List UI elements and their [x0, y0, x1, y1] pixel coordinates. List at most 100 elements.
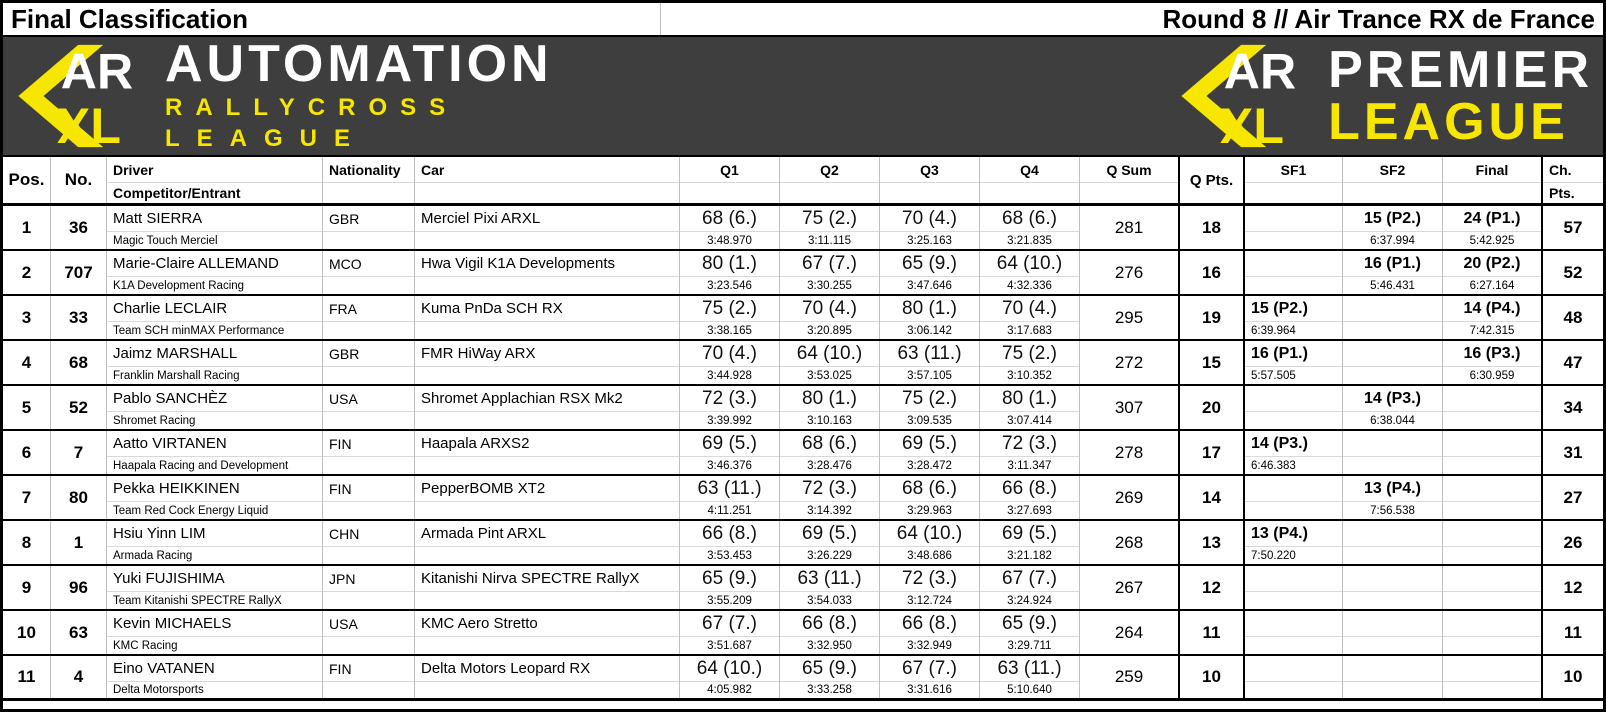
car-name: KMC Aero Stretto: [415, 611, 679, 637]
header-nationality: Nationality: [323, 157, 415, 203]
sf1-time: 5:57.505: [1251, 369, 1296, 382]
sf1-result: 16 (P1.): [1245, 341, 1342, 367]
q1-cell: 66 (8.) 3:53.453: [680, 521, 780, 564]
q1-points: 68 (6.): [680, 206, 779, 232]
q3-points: 67 (7.): [880, 656, 979, 682]
championship-points-cell: 48: [1563, 307, 1583, 327]
final-cell: 20 (P2.) 6:27.164: [1443, 251, 1543, 294]
q2-time: 3:33.258: [807, 684, 852, 696]
q2-points: 69 (5.): [780, 521, 879, 547]
q3-points: 65 (9.): [880, 251, 979, 277]
q2-cell: 75 (2.) 3:11.115: [780, 206, 880, 249]
q4-time: 3:11.347: [1007, 459, 1052, 472]
q3-points: 69 (5.): [880, 431, 979, 457]
qpts-cell: 11: [1180, 611, 1245, 654]
q2-time: 3:32.950: [807, 639, 852, 652]
sf2-time: 6:37.994: [1370, 234, 1415, 247]
pos-cell: 7: [3, 476, 51, 519]
final-cell: [1443, 566, 1543, 609]
car-cell: Merciel Pixi ARXL: [415, 206, 680, 249]
sf2-cell: [1343, 296, 1443, 339]
car-cell: Kitanishi Nirva SPECTRE RallyX: [415, 566, 680, 609]
nationality-cell: FIN: [323, 476, 415, 519]
qpts-cell: 17: [1180, 431, 1245, 474]
sf1-cell: [1245, 476, 1343, 519]
sf1-time: 6:46.383: [1251, 459, 1296, 472]
q1-points: 70 (4.): [680, 341, 779, 367]
driver-name: Pekka HEIKKINEN: [107, 476, 322, 502]
league-banner: AR XL AUTOMATION RALLYCROSS LEAGUE AR XL…: [3, 37, 1603, 157]
sf2-cell: [1343, 341, 1443, 384]
table-row: 6 7 Aatto VIRTANEN Haapala Racing and De…: [3, 431, 1603, 476]
qsum-cell: 295: [1080, 296, 1180, 339]
car-cell: Haapala ARXS2: [415, 431, 680, 474]
header-qpts: Q Pts.: [1180, 157, 1245, 203]
q1-points: 80 (1.): [680, 251, 779, 277]
final-time: [1443, 637, 1541, 654]
final-result: [1443, 566, 1541, 592]
table-row: 7 80 Pekka HEIKKINEN Team Red Cock Energ…: [3, 476, 1603, 521]
sf1-time: [1245, 682, 1342, 698]
q1-cell: 75 (2.) 3:38.165: [680, 296, 780, 339]
arxl-right-brand: AR XL PREMIER LEAGUE: [1176, 43, 1593, 149]
sf1-time: [1245, 502, 1342, 519]
sf1-result: [1245, 206, 1342, 232]
final-time: [1443, 592, 1541, 609]
driver-cell: Aatto VIRTANEN Haapala Racing and Develo…: [107, 431, 323, 474]
car-cell: Kuma PnDa SCH RX: [415, 296, 680, 339]
table-row: 2 707 Marie-Claire ALLEMAND K1A Developm…: [3, 251, 1603, 296]
final-time: [1443, 547, 1541, 564]
q1-time: 3:51.687: [707, 639, 752, 652]
logo-ar-text: AR: [1224, 43, 1296, 99]
sf2-time: [1343, 637, 1442, 654]
q3-cell: 66 (8.) 3:32.949: [880, 611, 980, 654]
final-cell: [1443, 476, 1543, 519]
q1-points: 64 (10.): [680, 656, 779, 682]
team-name: Haapala Racing and Development: [113, 459, 289, 472]
q2-cell: 69 (5.) 3:26.229: [780, 521, 880, 564]
q4-cell: 64 (10.) 4:32.336: [980, 251, 1080, 294]
sf2-result: [1343, 656, 1442, 682]
final-cell: [1443, 386, 1543, 429]
q3-time: 3:29.963: [907, 504, 952, 517]
q4-time: 3:29.711: [1007, 639, 1052, 652]
driver-name: Aatto VIRTANEN: [107, 431, 322, 457]
nationality-cell: GBR: [323, 206, 415, 249]
q2-time: 3:26.229: [807, 549, 852, 562]
q2-cell: 80 (1.) 3:10.163: [780, 386, 880, 429]
header-competitor-label: Competitor/Entrant: [113, 185, 241, 201]
q1-time: 3:38.165: [707, 324, 752, 337]
q4-time: 3:21.835: [1007, 234, 1052, 247]
sf2-time: 6:38.044: [1370, 414, 1415, 427]
car-name: Haapala ARXS2: [415, 431, 679, 457]
qsum-cell: 276: [1080, 251, 1180, 294]
nationality-cell: USA: [323, 611, 415, 654]
final-cell: [1443, 656, 1543, 698]
qsum-cell: 272: [1080, 341, 1180, 384]
q4-cell: 65 (9.) 3:29.711: [980, 611, 1080, 654]
qsum-cell: 264: [1080, 611, 1180, 654]
qpts-cell: 13: [1180, 521, 1245, 564]
q1-time: 3:48.970: [707, 234, 752, 247]
table-row: 5 52 Pablo SANCHÈZ Shromet Racing USA Sh…: [3, 386, 1603, 431]
car-name: Kitanishi Nirva SPECTRE RallyX: [415, 566, 679, 592]
sf1-time: 7:50.220: [1251, 549, 1296, 562]
q1-cell: 63 (11.) 4:11.251: [680, 476, 780, 519]
header-chpts: Ch. Pts.: [1543, 157, 1603, 203]
header-pos: Pos.: [3, 157, 51, 203]
header-q2: Q2: [780, 157, 880, 203]
brand-line-league: LEAGUE: [165, 125, 368, 152]
q4-cell: 68 (6.) 3:21.835: [980, 206, 1080, 249]
final-time: [1443, 412, 1541, 429]
final-time: [1443, 682, 1541, 698]
q1-cell: 80 (1.) 3:23.546: [680, 251, 780, 294]
q3-cell: 68 (6.) 3:29.963: [880, 476, 980, 519]
driver-name: Kevin MICHAELS: [107, 611, 322, 637]
car-name: PepperBOMB XT2: [415, 476, 679, 502]
sf1-time: [1245, 232, 1342, 249]
q2-time: 3:30.255: [807, 279, 852, 292]
q2-cell: 64 (10.) 3:53.025: [780, 341, 880, 384]
q2-points: 66 (8.): [780, 611, 879, 637]
qsum-cell: 268: [1080, 521, 1180, 564]
sf1-result: [1245, 656, 1342, 682]
